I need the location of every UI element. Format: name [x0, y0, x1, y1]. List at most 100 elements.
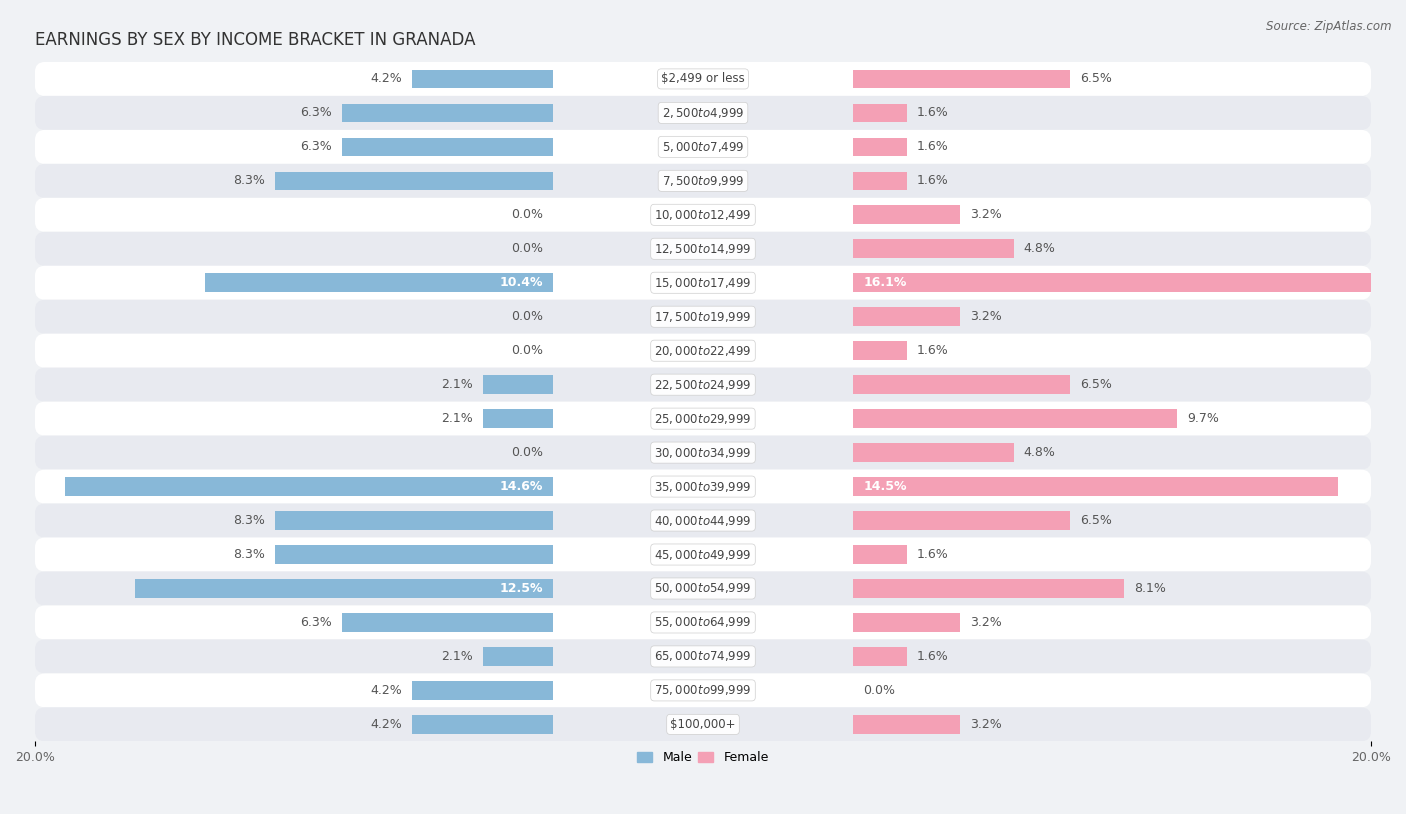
Text: 1.6%: 1.6% — [917, 107, 949, 120]
Bar — [853, 545, 907, 564]
Text: $75,000 to $99,999: $75,000 to $99,999 — [654, 684, 752, 698]
Text: $2,499 or less: $2,499 or less — [661, 72, 745, 85]
Bar — [853, 444, 1014, 462]
FancyBboxPatch shape — [35, 435, 1371, 470]
Text: 3.2%: 3.2% — [970, 310, 1002, 323]
Text: 0.0%: 0.0% — [863, 684, 896, 697]
Bar — [853, 409, 1177, 428]
Text: 0.0%: 0.0% — [510, 344, 543, 357]
Text: Source: ZipAtlas.com: Source: ZipAtlas.com — [1267, 20, 1392, 33]
Text: 0.0%: 0.0% — [510, 310, 543, 323]
Bar — [135, 579, 553, 597]
Bar — [853, 205, 960, 224]
Bar — [853, 375, 1070, 394]
FancyBboxPatch shape — [35, 640, 1371, 673]
FancyBboxPatch shape — [35, 198, 1371, 232]
FancyBboxPatch shape — [35, 232, 1371, 265]
Text: 3.2%: 3.2% — [970, 208, 1002, 221]
Text: 6.3%: 6.3% — [301, 616, 332, 629]
Text: 14.5%: 14.5% — [863, 480, 907, 493]
Bar — [412, 715, 553, 733]
FancyBboxPatch shape — [35, 673, 1371, 707]
Text: 3.2%: 3.2% — [970, 616, 1002, 629]
Bar — [205, 274, 553, 292]
Text: $55,000 to $64,999: $55,000 to $64,999 — [654, 615, 752, 629]
Text: $35,000 to $39,999: $35,000 to $39,999 — [654, 479, 752, 493]
Text: 2.1%: 2.1% — [440, 379, 472, 392]
FancyBboxPatch shape — [35, 334, 1371, 368]
FancyBboxPatch shape — [35, 537, 1371, 571]
Text: $5,000 to $7,499: $5,000 to $7,499 — [662, 140, 744, 154]
Text: 0.0%: 0.0% — [510, 208, 543, 221]
Text: 6.5%: 6.5% — [1080, 514, 1112, 527]
Text: EARNINGS BY SEX BY INCOME BRACKET IN GRANADA: EARNINGS BY SEX BY INCOME BRACKET IN GRA… — [35, 31, 475, 50]
Bar — [853, 715, 960, 733]
Text: 6.5%: 6.5% — [1080, 379, 1112, 392]
Text: 1.6%: 1.6% — [917, 174, 949, 187]
Text: $20,000 to $22,499: $20,000 to $22,499 — [654, 344, 752, 357]
Text: 4.8%: 4.8% — [1024, 243, 1056, 256]
Bar — [342, 138, 553, 156]
Text: 8.3%: 8.3% — [233, 514, 266, 527]
FancyBboxPatch shape — [35, 300, 1371, 334]
Bar — [276, 172, 553, 190]
Bar — [482, 409, 553, 428]
FancyBboxPatch shape — [35, 96, 1371, 130]
Bar — [853, 239, 1014, 258]
Text: $17,500 to $19,999: $17,500 to $19,999 — [654, 309, 752, 324]
Text: 8.3%: 8.3% — [233, 548, 266, 561]
Text: $30,000 to $34,999: $30,000 to $34,999 — [654, 445, 752, 460]
Text: 4.8%: 4.8% — [1024, 446, 1056, 459]
Text: 1.6%: 1.6% — [917, 548, 949, 561]
Text: $15,000 to $17,499: $15,000 to $17,499 — [654, 276, 752, 290]
Text: $10,000 to $12,499: $10,000 to $12,499 — [654, 208, 752, 221]
Text: $65,000 to $74,999: $65,000 to $74,999 — [654, 650, 752, 663]
Text: 14.6%: 14.6% — [499, 480, 543, 493]
Bar — [853, 613, 960, 632]
Text: 3.2%: 3.2% — [970, 718, 1002, 731]
Bar — [853, 274, 1391, 292]
Bar — [412, 69, 553, 88]
Text: 8.1%: 8.1% — [1133, 582, 1166, 595]
Bar — [853, 138, 907, 156]
Text: $25,000 to $29,999: $25,000 to $29,999 — [654, 412, 752, 426]
FancyBboxPatch shape — [35, 401, 1371, 435]
Bar — [65, 477, 553, 496]
Text: 4.2%: 4.2% — [371, 684, 402, 697]
Text: 16.1%: 16.1% — [863, 276, 907, 289]
Text: 0.0%: 0.0% — [510, 243, 543, 256]
FancyBboxPatch shape — [35, 164, 1371, 198]
FancyBboxPatch shape — [35, 265, 1371, 300]
Text: 1.6%: 1.6% — [917, 344, 949, 357]
Bar — [853, 477, 1337, 496]
Bar — [853, 69, 1070, 88]
Text: 0.0%: 0.0% — [510, 446, 543, 459]
Legend: Male, Female: Male, Female — [633, 746, 773, 769]
Bar — [342, 613, 553, 632]
Bar — [276, 545, 553, 564]
Text: 6.3%: 6.3% — [301, 140, 332, 153]
Text: 6.5%: 6.5% — [1080, 72, 1112, 85]
Text: 1.6%: 1.6% — [917, 650, 949, 663]
Text: $100,000+: $100,000+ — [671, 718, 735, 731]
FancyBboxPatch shape — [35, 470, 1371, 504]
FancyBboxPatch shape — [35, 62, 1371, 96]
Bar — [853, 103, 907, 122]
Bar — [342, 103, 553, 122]
Text: 4.2%: 4.2% — [371, 718, 402, 731]
Text: $40,000 to $44,999: $40,000 to $44,999 — [654, 514, 752, 527]
Text: 2.1%: 2.1% — [440, 412, 472, 425]
Text: $22,500 to $24,999: $22,500 to $24,999 — [654, 378, 752, 392]
Text: 2.1%: 2.1% — [440, 650, 472, 663]
Bar — [853, 308, 960, 326]
FancyBboxPatch shape — [35, 130, 1371, 164]
Text: 9.7%: 9.7% — [1187, 412, 1219, 425]
FancyBboxPatch shape — [35, 571, 1371, 606]
Bar — [853, 511, 1070, 530]
Text: $12,500 to $14,999: $12,500 to $14,999 — [654, 242, 752, 256]
Bar — [853, 341, 907, 360]
Text: 12.5%: 12.5% — [499, 582, 543, 595]
Bar — [482, 647, 553, 666]
Text: 10.4%: 10.4% — [499, 276, 543, 289]
Bar — [853, 647, 907, 666]
